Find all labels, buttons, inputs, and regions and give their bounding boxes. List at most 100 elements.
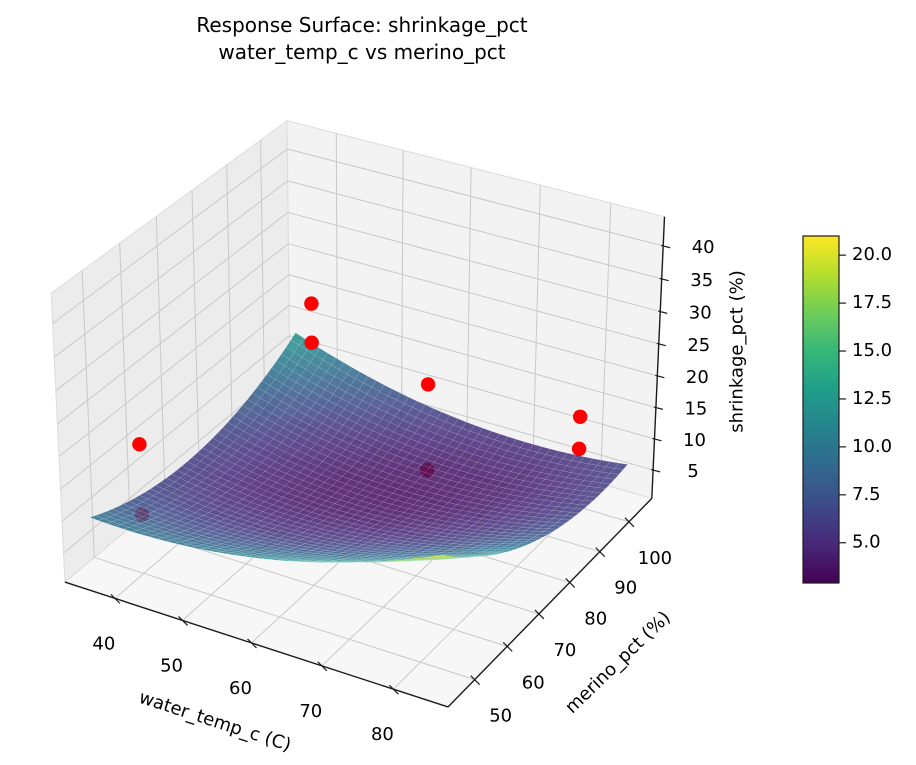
data-point — [571, 441, 587, 457]
z-tick-label: 25 — [687, 335, 710, 356]
y-tick-label: 80 — [584, 608, 607, 629]
left-pane-grid-z — [55, 212, 289, 392]
left-pane-grid-z — [57, 243, 289, 425]
surface-quad — [432, 554, 447, 558]
surface-quad — [587, 491, 602, 498]
x-tick-label: 70 — [299, 701, 322, 722]
grid-lines — [52, 133, 664, 690]
y-tick-label: 90 — [614, 578, 637, 599]
z-tick-mark — [650, 468, 661, 473]
right-pane-grid-x — [599, 203, 612, 484]
data-point — [304, 296, 319, 311]
left-pane-grid-y — [226, 164, 233, 442]
left-pane-grid-y — [191, 190, 200, 470]
left-pane-grid-z — [58, 274, 290, 458]
floor-grid-y — [94, 556, 475, 681]
x-tick-mark — [247, 638, 257, 649]
right-pane-grid-z — [288, 243, 659, 345]
surface-quad — [592, 487, 607, 494]
right-pane-grid-z — [288, 304, 657, 409]
x-tick-mark — [317, 661, 328, 672]
z-tick-mark — [652, 437, 662, 442]
figure-title-line1: Response Surface: shrinkage_pct — [196, 13, 528, 37]
left-pane-grid-y — [260, 140, 266, 415]
right-pane-grid-z — [288, 274, 658, 377]
axis-spines — [64, 216, 671, 708]
y-tick-mark — [470, 675, 481, 686]
y-tick-label: 60 — [522, 672, 545, 693]
surface-quad — [546, 525, 562, 530]
surface-quad — [560, 515, 576, 521]
surface-quad — [510, 545, 525, 549]
z-tick-mark — [661, 244, 671, 249]
colorbar-tick-label: 10.0 — [852, 436, 892, 457]
data-point — [304, 335, 319, 350]
colorbar-gradient — [802, 235, 840, 584]
x-tick-label: 60 — [229, 678, 252, 699]
z-tick-label: 20 — [686, 367, 709, 388]
right-pane-grid-z — [287, 180, 662, 280]
z-tick-mark — [656, 342, 666, 347]
y-tick-label: 100 — [638, 548, 672, 569]
x-tick-mark — [388, 684, 399, 695]
z-tick-label: 5 — [687, 461, 698, 482]
x-tick-mark — [178, 616, 188, 626]
surface-quad — [491, 552, 506, 554]
colorbar-tick-label: 15.0 — [852, 340, 892, 361]
right-pane-grid-z — [287, 148, 664, 247]
surface-quad — [496, 550, 511, 553]
data-point — [420, 377, 436, 392]
x-tick-label: 50 — [160, 655, 183, 676]
figure-title: Response Surface: shrinkage_pct water_te… — [0, 12, 724, 66]
y-tick-mark — [565, 577, 576, 588]
data-point — [573, 409, 588, 424]
z-tick-label: 10 — [683, 430, 706, 451]
colorbar-tick-label: 20.0 — [852, 244, 892, 265]
colorbar-tick-label: 7.5 — [852, 484, 881, 505]
surface-quad — [569, 508, 585, 514]
left-pane-grid-z — [61, 335, 290, 522]
z-tick-mark — [655, 374, 665, 379]
surface-quad — [556, 518, 571, 524]
left-pane-grid-y — [81, 270, 95, 558]
left-pane-grid-z — [60, 304, 290, 490]
x-axis-line — [64, 581, 449, 708]
x-tick-label: 40 — [92, 633, 115, 654]
y-tick-label: 50 — [489, 706, 512, 727]
z-tick-mark — [653, 406, 664, 410]
response-surface — [89, 332, 628, 563]
data-point — [132, 437, 147, 452]
surface-quad — [596, 482, 611, 489]
x-tick-mark — [110, 593, 121, 604]
left-pane-grid-z — [52, 148, 288, 324]
y-tick-mark — [595, 547, 606, 558]
colorbar-tick-label: 17.5 — [852, 292, 892, 313]
right-pane-grid-z — [287, 211, 661, 313]
surface-quad — [437, 555, 452, 558]
y-axis-line — [447, 497, 653, 708]
scatter-points — [132, 296, 588, 457]
z-tick-mark — [659, 277, 669, 282]
right-pane-grid-x — [466, 167, 472, 445]
z-tick-label: 15 — [684, 399, 707, 420]
surface-quad — [551, 522, 567, 527]
z-axis-line — [651, 216, 666, 499]
colorbar: 5.0 7.5 10.0 12.5 15.0 17.5 20.0 — [802, 235, 892, 584]
left-pane-grid-y — [119, 243, 131, 528]
y-tick-mark — [502, 641, 513, 652]
z-tick-label: 30 — [689, 303, 712, 324]
z-tick-label: 35 — [690, 270, 713, 291]
right-pane-grid-z — [289, 335, 655, 440]
y-tick-label: 70 — [553, 640, 576, 661]
x-tick-label: 80 — [371, 724, 394, 745]
left-pane-grid-z — [53, 180, 288, 358]
z-tick-label: 40 — [692, 237, 715, 258]
y-tick-mark — [534, 609, 545, 620]
y-tick-mark — [624, 517, 635, 528]
left-pane-grid-y — [155, 216, 166, 499]
z-tick-mark — [658, 310, 668, 314]
surface-quad — [442, 556, 457, 559]
